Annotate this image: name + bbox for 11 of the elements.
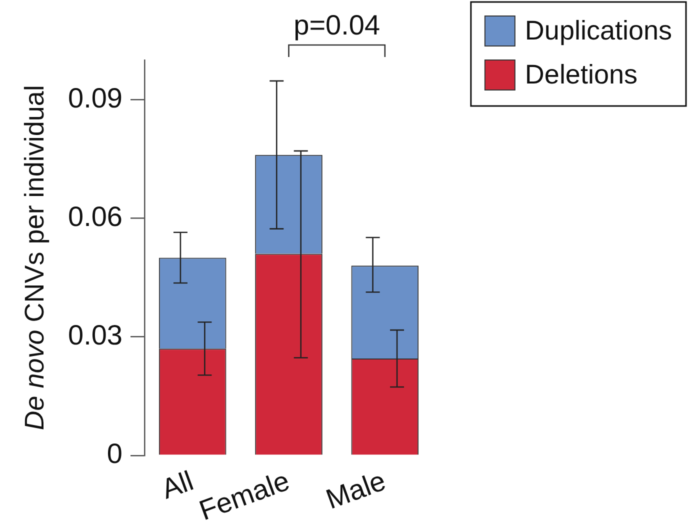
y-tick-label: 0.03 (68, 320, 122, 350)
x-tick-label: Female (195, 464, 294, 526)
text: p=0.04 (294, 10, 380, 41)
x-tick-label: Male (322, 464, 390, 515)
y-tick-label: 0 (106, 438, 122, 470)
y-tick-label: 0.06 (68, 200, 122, 232)
y-axis-title: De novo CNVs per individual (19, 85, 50, 430)
y-tick-label: 0.09 (68, 82, 122, 114)
legend-label: Deletions (524, 59, 638, 90)
x-tick-label: All (157, 464, 198, 505)
legend-label: Duplications (524, 15, 672, 46)
